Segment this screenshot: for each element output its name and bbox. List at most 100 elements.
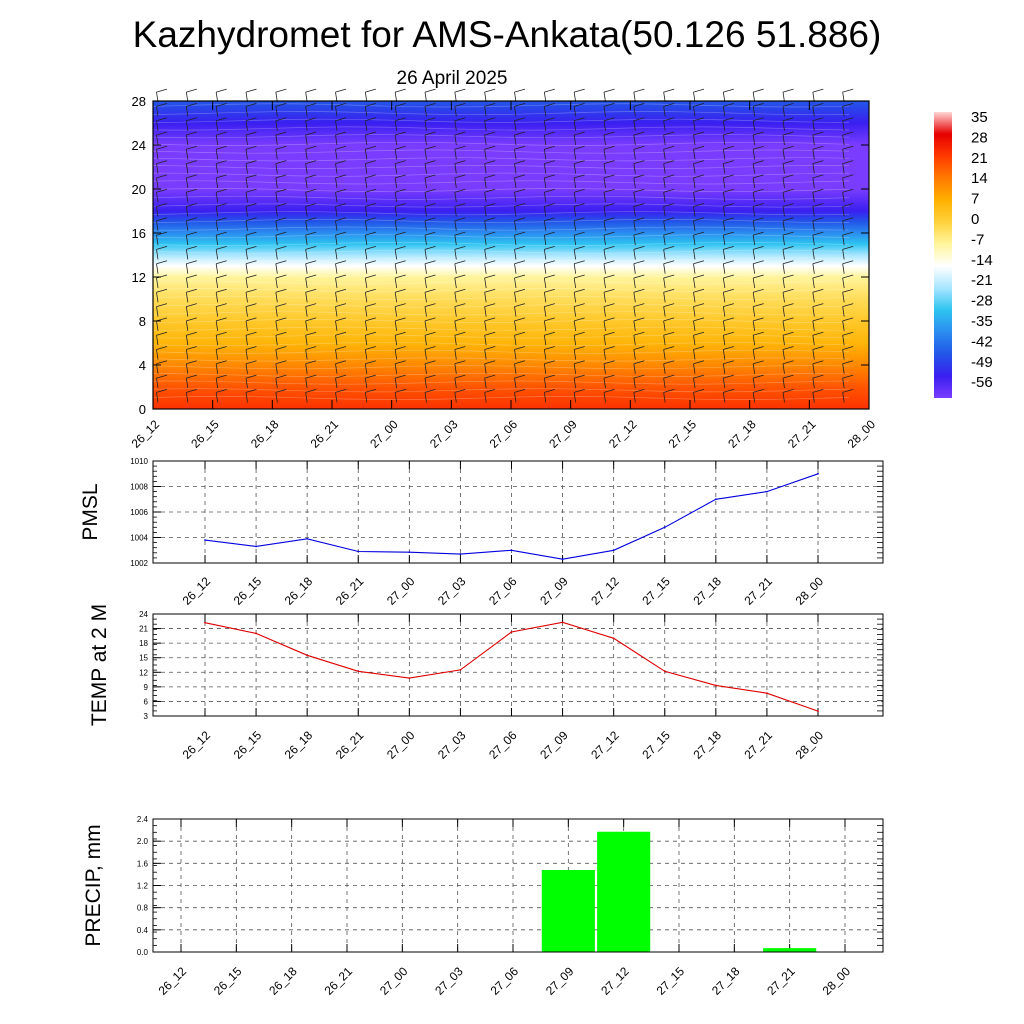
wind-barb: [633, 260, 645, 274]
wind-barb: [633, 346, 645, 360]
wind-barb: [305, 360, 317, 374]
x-tick-label: 27_00: [384, 574, 418, 608]
wind-barb: [603, 274, 615, 289]
pmsl-point: [357, 550, 360, 553]
wind-barb: [663, 374, 675, 389]
wind-barb: [752, 188, 764, 203]
wind-barb: [842, 160, 854, 174]
wind-barb: [782, 260, 794, 274]
wind-barb: [394, 374, 406, 389]
wind-barb: [156, 160, 168, 174]
wind-barb: [454, 88, 466, 103]
wind-barb: [633, 131, 645, 146]
wind-barb: [722, 117, 734, 131]
wind-barb: [305, 145, 317, 160]
wind-barb: [454, 274, 466, 289]
x-tick-label: 26_21: [322, 964, 356, 998]
wind-barb: [812, 303, 824, 317]
wind-barb: [364, 174, 376, 188]
wind-barb: [842, 103, 854, 117]
contour-line: [152, 249, 850, 254]
cross-section-field: [153, 101, 869, 409]
wind-barb: [693, 131, 705, 146]
wind-barb: [156, 131, 168, 146]
wind-barb: [543, 303, 555, 317]
y-tick-label: 4: [139, 358, 146, 373]
wind-barb: [185, 231, 197, 246]
wind-barb: [782, 131, 794, 146]
wind-barb: [812, 246, 824, 260]
wind-barb: [245, 260, 257, 274]
wind-barb: [245, 217, 257, 231]
temp2m-point: [204, 621, 206, 624]
wind-barb: [663, 188, 675, 203]
pmsl-point: [510, 549, 513, 552]
wind-barb: [812, 131, 824, 146]
wind-barb: [603, 188, 615, 203]
wind-barb: [305, 174, 317, 188]
wind-barb: [573, 145, 585, 160]
wind-barb: [364, 203, 376, 217]
wind-barb: [185, 274, 197, 289]
contour-line: [152, 342, 850, 347]
wind-barb: [215, 131, 227, 146]
contour-line: [152, 311, 850, 316]
wind-barb: [394, 160, 406, 174]
pmsl-point: [663, 526, 666, 529]
wind-barb: [693, 303, 705, 317]
wind-barb: [603, 346, 615, 360]
wind-barb: [633, 288, 645, 303]
precip-bar: [541, 869, 595, 952]
contour-line: [152, 372, 849, 377]
contour-line: [152, 226, 850, 231]
wind-barb: [812, 217, 824, 231]
wind-barb: [424, 217, 436, 231]
colorbar-label: -35: [971, 313, 993, 330]
wind-barb: [782, 331, 794, 346]
wind-barb: [394, 246, 406, 260]
wind-barb: [185, 145, 197, 160]
wind-barb: [245, 317, 257, 331]
wind-barb: [514, 274, 526, 289]
wind-barb: [842, 188, 854, 203]
wind-barb: [424, 117, 436, 131]
wind-barb: [484, 288, 496, 303]
wind-barb: [156, 260, 168, 274]
wind-barb: [335, 288, 347, 303]
wind-barb: [215, 260, 227, 274]
wind-barb: [454, 346, 466, 360]
wind-barb: [663, 274, 675, 289]
contour-line: [152, 134, 850, 139]
wind-barb: [633, 274, 645, 289]
wind-barb: [245, 174, 257, 188]
wind-barb: [275, 303, 287, 317]
wind-barb: [543, 131, 555, 146]
wind-barb: [782, 360, 794, 374]
x-tick-label: 27_18: [690, 728, 724, 762]
wind-barb: [573, 389, 585, 403]
wind-barb: [722, 374, 734, 389]
wind-barb: [842, 374, 854, 389]
wind-barb: [573, 103, 585, 117]
wind-barb: [245, 231, 257, 246]
wind-barb: [305, 160, 317, 174]
wind-barb: [514, 131, 526, 146]
wind-barb: [454, 317, 466, 331]
temp2m-panel: 3 6 9 12 15 18 21 24 26_12 26_15 26_18 26_21 27_00 27…: [88, 604, 884, 762]
wind-barb: [275, 174, 287, 188]
wind-barb: [693, 260, 705, 274]
wind-barb: [335, 117, 347, 131]
y-tick-label: 8: [139, 314, 146, 329]
x-tick-label: 27_18: [709, 964, 743, 998]
wind-barb: [603, 103, 615, 117]
wind-barb: [484, 360, 496, 374]
wind-barb: [156, 346, 168, 360]
wind-barb: [394, 131, 406, 146]
wind-barb: [752, 389, 764, 403]
wind-barb: [543, 389, 555, 403]
wind-barb: [305, 117, 317, 131]
wind-barb: [603, 217, 615, 231]
wind-barb: [693, 246, 705, 260]
wind-barb: [812, 160, 824, 174]
wind-barb: [454, 160, 466, 174]
